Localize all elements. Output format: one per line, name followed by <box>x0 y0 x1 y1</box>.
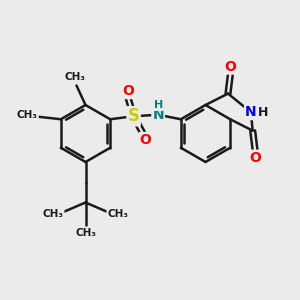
Text: O: O <box>140 133 152 147</box>
Text: CH₃: CH₃ <box>75 228 96 239</box>
Text: CH₃: CH₃ <box>107 209 128 219</box>
Text: CH₃: CH₃ <box>43 209 64 219</box>
Text: H: H <box>258 106 268 118</box>
Text: CH₃: CH₃ <box>17 110 38 120</box>
Text: O: O <box>224 60 236 74</box>
Text: O: O <box>122 84 134 98</box>
Text: S: S <box>128 107 140 125</box>
Text: O: O <box>249 151 261 165</box>
Text: H: H <box>154 100 163 110</box>
Text: N: N <box>152 108 164 122</box>
Text: CH₃: CH₃ <box>64 72 86 82</box>
Text: N: N <box>245 105 257 119</box>
